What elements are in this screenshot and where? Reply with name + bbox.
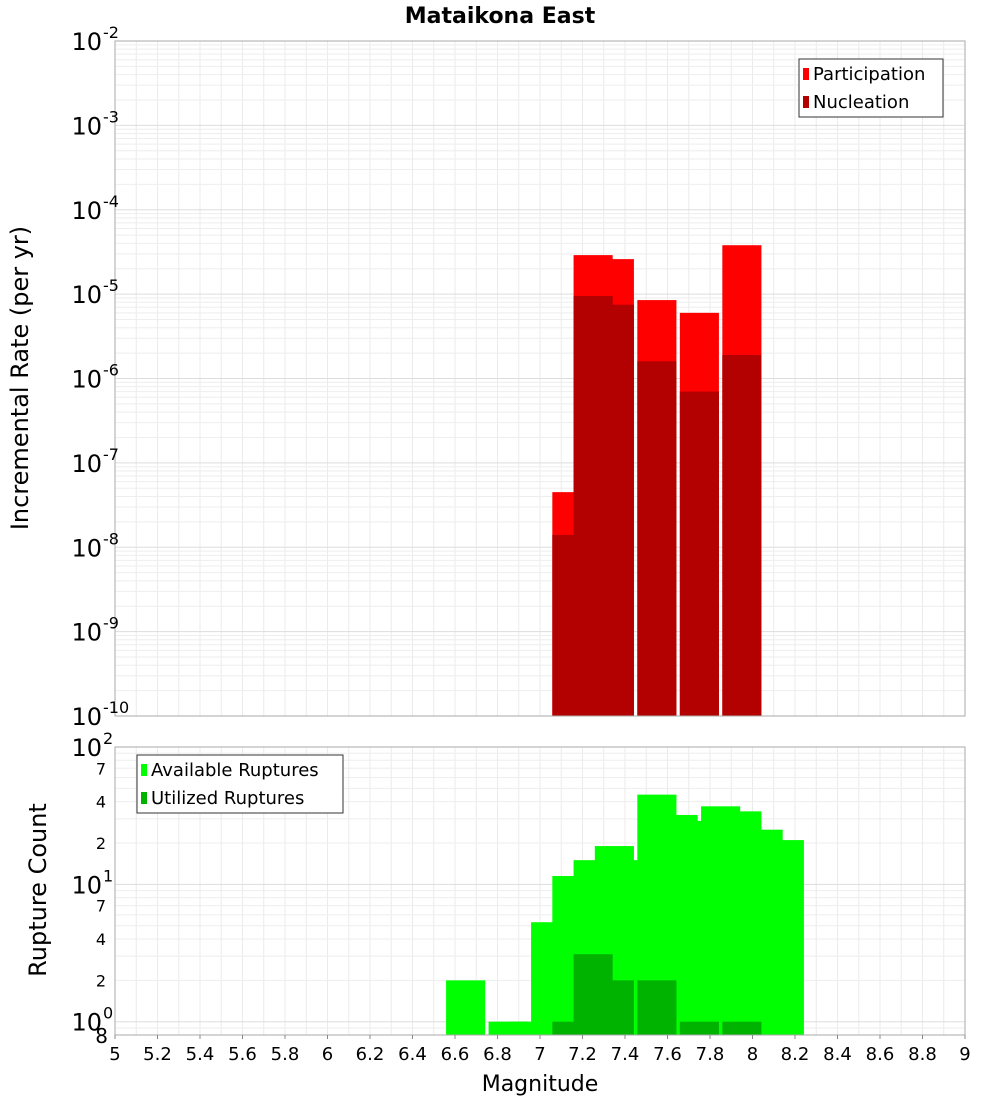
legend-swatch xyxy=(141,792,147,804)
y-tick-label: 10 1 xyxy=(71,866,113,899)
y-minor-tick-label: 2 xyxy=(96,834,106,853)
x-tick-label: 5.8 xyxy=(271,1044,300,1065)
bar-nucleation-7.55 xyxy=(637,361,677,716)
legend-label: Participation xyxy=(813,64,925,85)
x-tick-label: 6.6 xyxy=(441,1044,470,1065)
bar-available-ruptures-8.15 xyxy=(764,840,804,1035)
x-tick-label: 6 xyxy=(322,1044,333,1065)
x-tick-label: 7 xyxy=(534,1044,545,1065)
x-tick-label: 6.4 xyxy=(398,1044,427,1065)
x-tick-label: 8.4 xyxy=(823,1044,852,1065)
y-tick-base: 10 xyxy=(71,534,102,562)
x-tick-label: 9 xyxy=(959,1044,970,1065)
top-y-axis-label: Incremental Rate (per yr) xyxy=(6,226,34,530)
bar-available-ruptures-6.65 xyxy=(446,980,486,1035)
x-tick-label: 5.4 xyxy=(186,1044,215,1065)
y-tick-base: 10 xyxy=(71,366,102,394)
y-tick-base: 10 xyxy=(71,197,102,225)
y-tick-label: 10 -3 xyxy=(71,107,119,140)
y-tick-label: 10 -4 xyxy=(71,192,119,225)
x-axis-label: Magnitude xyxy=(482,1072,599,1097)
y-minor-tick-label: 4 xyxy=(96,930,106,949)
legend-label: Nucleation xyxy=(813,92,909,113)
legend-1: Available Ruptures Utilized Ruptures xyxy=(136,754,344,814)
legend-swatch xyxy=(803,96,809,108)
y-tick-label: 10 -7 xyxy=(71,445,119,478)
bar-utilized-ruptures-7.95 xyxy=(722,1021,762,1035)
x-tick-label: 8 xyxy=(747,1044,758,1065)
y-tick-exponent: -2 xyxy=(103,23,119,42)
y-tick-exponent: -6 xyxy=(103,361,119,380)
x-tick-label: 8.2 xyxy=(781,1044,810,1065)
y-tick-base: 10 xyxy=(71,281,102,309)
y-tick-exponent: -10 xyxy=(103,698,129,717)
y-tick-label: 10 -8 xyxy=(71,529,119,562)
y-tick-exponent: -9 xyxy=(103,614,119,633)
y-tick-base: 10 xyxy=(71,28,102,56)
x-tick-label: 7.2 xyxy=(568,1044,597,1065)
legend-swatch xyxy=(803,68,809,80)
plot-frame-0 xyxy=(114,40,966,717)
y-tick-base: 10 xyxy=(71,450,102,478)
bar-nucleation-7.95 xyxy=(722,354,762,716)
bar-utilized-ruptures-7.35 xyxy=(594,980,634,1035)
y-tick-exponent: -3 xyxy=(103,107,119,126)
y-tick-exponent: -4 xyxy=(103,192,119,211)
y-minor-tick-label: 7 xyxy=(96,897,106,916)
y-tick-label: 10 -5 xyxy=(71,276,119,309)
y-tick-base: 10 xyxy=(71,112,102,140)
legend-0: Participation Nucleation xyxy=(798,58,944,118)
y-tick-label: 10 0 xyxy=(71,1004,113,1037)
legend-label: Available Ruptures xyxy=(151,760,319,781)
y-tick-label: 10 -10 xyxy=(71,698,129,731)
x-tick-label: 7.4 xyxy=(611,1044,640,1065)
y-tick-label: 10 2 xyxy=(71,729,113,762)
bar-nucleation-7.75 xyxy=(679,391,719,716)
y-tick-exponent: 2 xyxy=(103,729,113,748)
x-tick-label: 5.6 xyxy=(228,1044,257,1065)
x-tick-label: 7.6 xyxy=(653,1044,682,1065)
y-minor-tick-label: 2 xyxy=(96,971,106,990)
bottom-y-axis-label: Rupture Count xyxy=(24,803,52,977)
x-tick-label: 6.2 xyxy=(356,1044,385,1065)
chart-title: Mataikona East xyxy=(405,4,596,29)
y-tick-label: 10 -6 xyxy=(71,361,119,394)
y-tick-base: 10 xyxy=(71,1009,102,1037)
legend-box xyxy=(798,58,944,118)
y-minor-tick-label: 7 xyxy=(96,759,106,778)
y-bottom-tick-label: 8 xyxy=(95,1024,108,1048)
y-tick-base: 10 xyxy=(71,703,102,731)
bar-nucleation-7.35 xyxy=(594,304,634,716)
y-tick-base: 10 xyxy=(71,619,102,647)
y-tick-exponent: 1 xyxy=(103,866,113,885)
bar-utilized-ruptures-7.75 xyxy=(679,1021,719,1035)
x-tick-label: 6.8 xyxy=(483,1044,512,1065)
legend-swatch xyxy=(141,764,147,776)
y-minor-tick-label: 4 xyxy=(96,793,106,812)
x-tick-label: 8.6 xyxy=(866,1044,895,1065)
x-tick-label: 5 xyxy=(109,1044,120,1065)
legend-box xyxy=(136,754,344,814)
y-tick-exponent: -8 xyxy=(103,529,119,548)
x-tick-label: 5.2 xyxy=(143,1044,172,1065)
y-tick-base: 10 xyxy=(71,871,102,899)
y-tick-exponent: -5 xyxy=(103,276,119,295)
bar-utilized-ruptures-7.55 xyxy=(637,980,677,1035)
x-tick-label: 7.8 xyxy=(696,1044,725,1065)
legend-label: Utilized Ruptures xyxy=(151,788,304,809)
x-tick-label: 8.8 xyxy=(908,1044,937,1065)
y-tick-label: 10 -9 xyxy=(71,614,119,647)
y-tick-exponent: -7 xyxy=(103,445,119,464)
y-tick-exponent: 0 xyxy=(103,1004,113,1023)
y-tick-label: 10 -2 xyxy=(71,23,119,56)
y-tick-base: 10 xyxy=(71,734,102,762)
